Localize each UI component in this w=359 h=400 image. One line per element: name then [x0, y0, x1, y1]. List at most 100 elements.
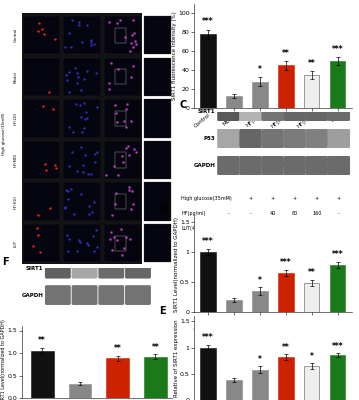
Text: +: + [337, 196, 341, 201]
Bar [106, 358, 129, 398]
FancyBboxPatch shape [63, 182, 101, 221]
FancyBboxPatch shape [284, 102, 306, 121]
Y-axis label: SIRT1 Level(normalized to GAPDH): SIRT1 Level(normalized to GAPDH) [1, 320, 6, 400]
FancyBboxPatch shape [103, 99, 141, 138]
Text: *: * [258, 276, 262, 284]
FancyBboxPatch shape [239, 129, 262, 148]
Text: HF(pg/ml): HF(pg/ml) [181, 211, 206, 216]
Text: ***: *** [280, 258, 292, 267]
Bar [278, 273, 294, 312]
FancyBboxPatch shape [261, 129, 284, 148]
Text: 40: 40 [270, 211, 276, 216]
Text: SIRT1: SIRT1 [198, 109, 215, 114]
Text: +: + [293, 196, 297, 201]
Text: GAPDH: GAPDH [21, 292, 43, 298]
FancyBboxPatch shape [63, 99, 101, 138]
FancyBboxPatch shape [125, 285, 151, 305]
Bar [304, 366, 320, 400]
FancyBboxPatch shape [327, 129, 350, 148]
FancyBboxPatch shape [261, 102, 284, 121]
FancyBboxPatch shape [98, 259, 124, 278]
FancyBboxPatch shape [144, 141, 171, 179]
Text: **: ** [114, 344, 122, 354]
Text: F: F [2, 257, 9, 267]
FancyBboxPatch shape [63, 224, 101, 262]
Text: **: ** [308, 59, 316, 68]
FancyBboxPatch shape [103, 141, 141, 179]
Text: DAPI: DAPI [76, 7, 88, 12]
Text: SIRT1: SIRT1 [26, 266, 43, 271]
Text: ***: *** [332, 45, 344, 54]
FancyBboxPatch shape [306, 102, 328, 121]
FancyBboxPatch shape [217, 102, 240, 121]
Text: B: B [159, 0, 167, 2]
Text: SIRT1: SIRT1 [34, 7, 48, 12]
Text: **: ** [38, 336, 46, 345]
Text: P53: P53 [204, 136, 215, 141]
Bar [144, 357, 167, 398]
Text: *: * [310, 352, 314, 361]
Bar [278, 66, 294, 108]
Text: **: ** [151, 343, 159, 352]
Bar [226, 96, 242, 108]
Text: High glucose(35mM): High glucose(35mM) [248, 362, 298, 367]
Text: -: - [250, 211, 251, 216]
Text: C: C [180, 100, 187, 110]
Bar [330, 355, 345, 400]
FancyBboxPatch shape [63, 58, 101, 96]
FancyBboxPatch shape [144, 16, 171, 54]
Y-axis label: SIRT1 Level(normalized to GAPDH): SIRT1 Level(normalized to GAPDH) [173, 216, 178, 312]
Bar [278, 357, 294, 400]
FancyBboxPatch shape [144, 224, 171, 262]
Bar [200, 252, 216, 312]
Text: High glucose(35mM): High glucose(35mM) [181, 196, 232, 201]
Bar [304, 75, 320, 108]
Text: LUT(40pM): LUT(40pM) [181, 226, 208, 231]
FancyBboxPatch shape [144, 182, 171, 221]
Text: GAPDH: GAPDH [194, 163, 215, 168]
Text: **: ** [308, 268, 316, 277]
Bar [226, 300, 242, 312]
FancyBboxPatch shape [22, 13, 142, 265]
Text: +: + [271, 196, 275, 201]
Bar [330, 265, 345, 312]
Text: HF(HD): HF(HD) [13, 195, 17, 209]
Text: ***: *** [202, 333, 214, 342]
FancyBboxPatch shape [103, 182, 141, 221]
FancyBboxPatch shape [63, 16, 101, 54]
Text: ***: *** [202, 18, 214, 26]
Text: **: ** [282, 343, 290, 352]
FancyBboxPatch shape [217, 129, 240, 148]
FancyBboxPatch shape [306, 129, 328, 148]
FancyBboxPatch shape [103, 224, 141, 262]
FancyBboxPatch shape [327, 156, 350, 175]
Text: -: - [228, 196, 229, 201]
Y-axis label: Relative of SIRT1 expression: Relative of SIRT1 expression [173, 319, 178, 397]
Bar [69, 384, 91, 398]
FancyBboxPatch shape [284, 156, 306, 175]
Bar [252, 291, 268, 312]
FancyBboxPatch shape [98, 285, 124, 305]
FancyBboxPatch shape [23, 224, 60, 262]
FancyBboxPatch shape [23, 182, 60, 221]
Text: -: - [272, 226, 274, 231]
Text: *: * [258, 65, 262, 74]
Text: -: - [316, 226, 318, 231]
Text: -: - [250, 226, 251, 231]
FancyBboxPatch shape [239, 156, 262, 175]
Text: High glucose(35mM): High glucose(35mM) [1, 113, 6, 155]
Text: ***: *** [332, 342, 344, 351]
Text: +: + [337, 226, 341, 231]
Text: LUT: LUT [13, 240, 17, 247]
FancyBboxPatch shape [45, 259, 71, 278]
Text: HF(MD): HF(MD) [13, 153, 17, 167]
FancyBboxPatch shape [144, 99, 171, 138]
FancyBboxPatch shape [45, 285, 71, 305]
FancyBboxPatch shape [23, 141, 60, 179]
Bar [200, 34, 216, 108]
FancyBboxPatch shape [23, 99, 60, 138]
Bar [330, 61, 345, 108]
Bar [200, 348, 216, 400]
Text: -: - [228, 226, 229, 231]
Bar [31, 351, 53, 398]
